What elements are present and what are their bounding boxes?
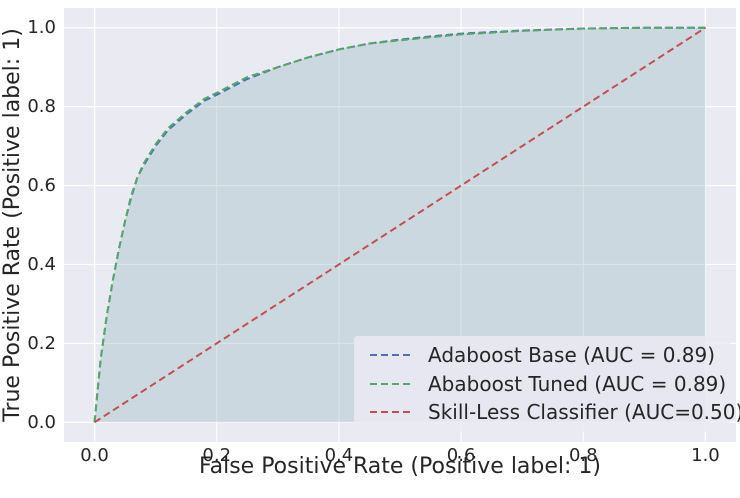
x-axis-title: False Positive Rate (Positive label: 1): [199, 454, 601, 479]
series-layer: [93, 26, 706, 424]
y-tick-label: 0.4: [27, 254, 56, 275]
y-axis-title: True Positive Rate (Positive label: 1): [0, 28, 25, 423]
y-tick-label: 0.2: [27, 333, 56, 354]
x-tick-label: 1.0: [691, 445, 720, 466]
legend-label-adaboost-base: Adaboost Base (AUC = 0.89): [428, 343, 715, 367]
legend: Adaboost Base (AUC = 0.89) Ababoost Tune…: [354, 336, 740, 432]
y-tick-label: 0.0: [27, 412, 56, 433]
series-line-skill-less: [94, 26, 706, 424]
x-tick-label: 0.4: [325, 445, 354, 466]
series-line-adaboost-tuned: [93, 26, 706, 423]
x-tick-label: 0.8: [569, 445, 598, 466]
x-tick-label: 0.0: [80, 445, 109, 466]
y-tick-label: 1.0: [27, 17, 56, 38]
y-tick-label: 0.6: [27, 175, 56, 196]
legend-label-adaboost-tuned: Ababoost Tuned (AUC = 0.89): [428, 372, 726, 396]
legend-label-skill-less: Skill-Less Classifier (AUC=0.50): [428, 400, 740, 424]
tick-labels: 0.0 0.2 0.4 0.6 0.8 1.0 0.0 0.2 0.4 0.6 0.8 1.0: [27, 17, 719, 466]
x-tick-label: 0.6: [447, 445, 476, 466]
grid-lines: [64, 8, 736, 442]
x-tick-label: 0.2: [202, 445, 231, 466]
y-tick-label: 0.8: [27, 96, 56, 117]
legend-box: [354, 336, 730, 432]
